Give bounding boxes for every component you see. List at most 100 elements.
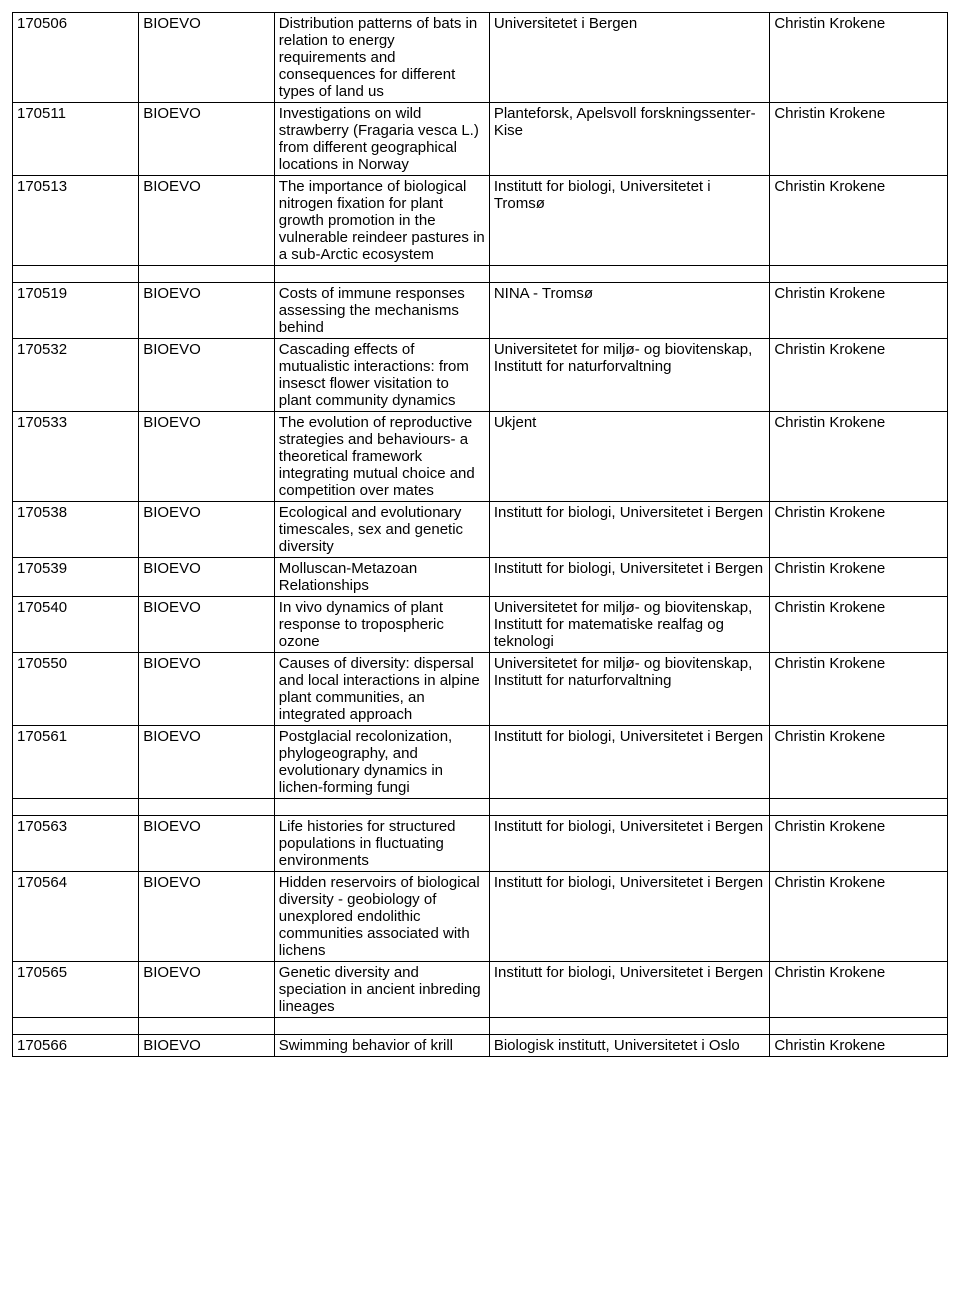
cell-contact: Christin Krokene <box>770 816 948 872</box>
gap-cell <box>139 266 275 283</box>
projects-table: 170506BIOEVODistribution patterns of bat… <box>12 12 948 1057</box>
cell-title: Distribution patterns of bats in relatio… <box>274 13 489 103</box>
gap-cell <box>489 799 770 816</box>
cell-institution: Biologisk institutt, Universitetet i Osl… <box>489 1035 770 1057</box>
gap-cell <box>139 799 275 816</box>
cell-program: BIOEVO <box>139 962 275 1018</box>
gap-cell <box>489 1018 770 1035</box>
cell-id: 170539 <box>13 558 139 597</box>
cell-id: 170532 <box>13 339 139 412</box>
cell-title: Postglacial recolonization, phylogeograp… <box>274 726 489 799</box>
table-row: 170513BIOEVOThe importance of biological… <box>13 176 948 266</box>
gap-cell <box>13 1018 139 1035</box>
cell-institution: Institutt for biologi, Universitetet i B… <box>489 872 770 962</box>
cell-contact: Christin Krokene <box>770 653 948 726</box>
cell-program: BIOEVO <box>139 339 275 412</box>
gap-cell <box>489 266 770 283</box>
table-gap-row <box>13 799 948 816</box>
cell-program: BIOEVO <box>139 283 275 339</box>
cell-program: BIOEVO <box>139 412 275 502</box>
cell-id: 170564 <box>13 872 139 962</box>
cell-program: BIOEVO <box>139 13 275 103</box>
cell-title: The importance of biological nitrogen fi… <box>274 176 489 266</box>
table-row: 170532BIOEVOCascading effects of mutuali… <box>13 339 948 412</box>
cell-contact: Christin Krokene <box>770 872 948 962</box>
cell-title: Investigations on wild strawberry (Fraga… <box>274 103 489 176</box>
cell-institution: Universitetet i Bergen <box>489 13 770 103</box>
cell-title: Ecological and evolutionary timescales, … <box>274 502 489 558</box>
table-row: 170538BIOEVOEcological and evolutionary … <box>13 502 948 558</box>
cell-program: BIOEVO <box>139 597 275 653</box>
table-row: 170561BIOEVOPostglacial recolonization, … <box>13 726 948 799</box>
cell-contact: Christin Krokene <box>770 176 948 266</box>
cell-program: BIOEVO <box>139 653 275 726</box>
cell-title: Life histories for structured population… <box>274 816 489 872</box>
table-row: 170511BIOEVOInvestigations on wild straw… <box>13 103 948 176</box>
table-row: 170566BIOEVOSwimming behavior of krillBi… <box>13 1035 948 1057</box>
cell-contact: Christin Krokene <box>770 103 948 176</box>
cell-id: 170563 <box>13 816 139 872</box>
cell-contact: Christin Krokene <box>770 283 948 339</box>
cell-title: Causes of diversity: dispersal and local… <box>274 653 489 726</box>
gap-cell <box>274 799 489 816</box>
cell-contact: Christin Krokene <box>770 502 948 558</box>
cell-institution: Institutt for biologi, Universitetet i B… <box>489 502 770 558</box>
cell-contact: Christin Krokene <box>770 13 948 103</box>
cell-institution: Institutt for biologi, Universitetet i B… <box>489 816 770 872</box>
cell-institution: Ukjent <box>489 412 770 502</box>
cell-program: BIOEVO <box>139 502 275 558</box>
table-row: 170506BIOEVODistribution patterns of bat… <box>13 13 948 103</box>
cell-title: The evolution of reproductive strategies… <box>274 412 489 502</box>
cell-id: 170566 <box>13 1035 139 1057</box>
table-row: 170540BIOEVOIn vivo dynamics of plant re… <box>13 597 948 653</box>
cell-contact: Christin Krokene <box>770 1035 948 1057</box>
cell-program: BIOEVO <box>139 816 275 872</box>
cell-contact: Christin Krokene <box>770 339 948 412</box>
gap-cell <box>274 266 489 283</box>
cell-id: 170538 <box>13 502 139 558</box>
cell-institution: Universitetet for miljø- og biovitenskap… <box>489 597 770 653</box>
cell-institution: Universitetet for miljø- og biovitenskap… <box>489 653 770 726</box>
cell-contact: Christin Krokene <box>770 558 948 597</box>
cell-institution: Universitetet for miljø- og biovitenskap… <box>489 339 770 412</box>
cell-id: 170540 <box>13 597 139 653</box>
cell-contact: Christin Krokene <box>770 597 948 653</box>
cell-program: BIOEVO <box>139 558 275 597</box>
table-row: 170564BIOEVOHidden reservoirs of biologi… <box>13 872 948 962</box>
cell-program: BIOEVO <box>139 176 275 266</box>
table-row: 170550BIOEVOCauses of diversity: dispers… <box>13 653 948 726</box>
cell-contact: Christin Krokene <box>770 412 948 502</box>
table-gap-row <box>13 266 948 283</box>
cell-contact: Christin Krokene <box>770 726 948 799</box>
cell-program: BIOEVO <box>139 1035 275 1057</box>
cell-institution: Planteforsk, Apelsvoll forskningssenter-… <box>489 103 770 176</box>
table-row: 170565BIOEVOGenetic diversity and specia… <box>13 962 948 1018</box>
gap-cell <box>770 1018 948 1035</box>
cell-program: BIOEVO <box>139 872 275 962</box>
cell-title: Genetic diversity and speciation in anci… <box>274 962 489 1018</box>
cell-id: 170513 <box>13 176 139 266</box>
cell-institution: NINA - Tromsø <box>489 283 770 339</box>
cell-title: Swimming behavior of krill <box>274 1035 489 1057</box>
cell-program: BIOEVO <box>139 103 275 176</box>
cell-id: 170519 <box>13 283 139 339</box>
cell-title: Cascading effects of mutualistic interac… <box>274 339 489 412</box>
cell-program: BIOEVO <box>139 726 275 799</box>
cell-id: 170511 <box>13 103 139 176</box>
cell-title: Molluscan-Metazoan Relationships <box>274 558 489 597</box>
gap-cell <box>770 266 948 283</box>
gap-cell <box>139 1018 275 1035</box>
table-row: 170563BIOEVOLife histories for structure… <box>13 816 948 872</box>
cell-title: Costs of immune responses assessing the … <box>274 283 489 339</box>
cell-institution: Institutt for biologi, Universitetet i B… <box>489 726 770 799</box>
cell-institution: Institutt for biologi, Universitetet i T… <box>489 176 770 266</box>
table-row: 170539BIOEVOMolluscan-Metazoan Relations… <box>13 558 948 597</box>
cell-title: Hidden reservoirs of biological diversit… <box>274 872 489 962</box>
gap-cell <box>274 1018 489 1035</box>
table-row: 170533BIOEVOThe evolution of reproductiv… <box>13 412 948 502</box>
cell-id: 170565 <box>13 962 139 1018</box>
cell-id: 170506 <box>13 13 139 103</box>
cell-institution: Institutt for biologi, Universitetet i B… <box>489 558 770 597</box>
cell-id: 170550 <box>13 653 139 726</box>
cell-title: In vivo dynamics of plant response to tr… <box>274 597 489 653</box>
